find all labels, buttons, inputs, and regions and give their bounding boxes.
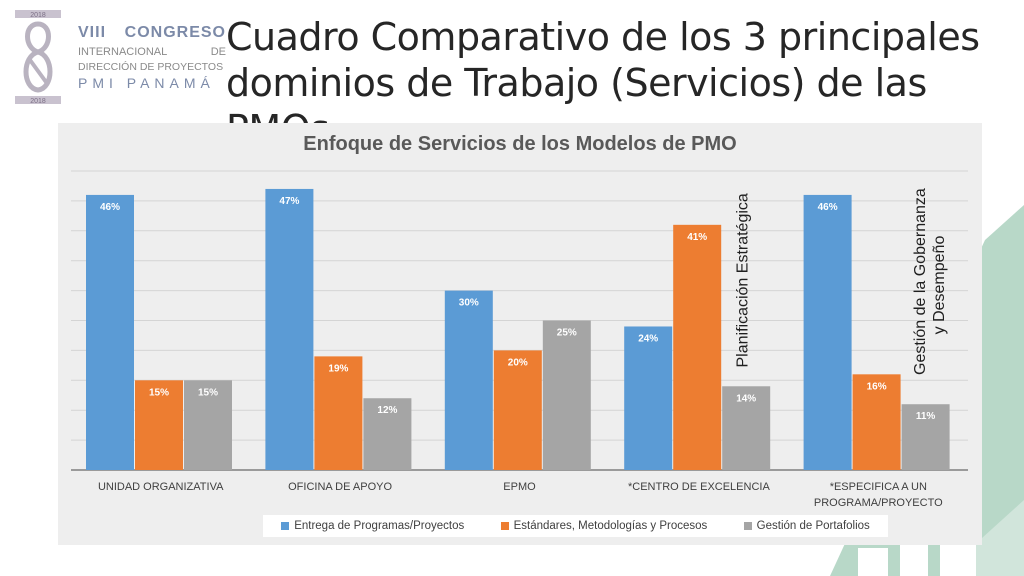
logo-internacional: INTERNACIONAL	[78, 46, 168, 58]
data-label: 15%	[149, 387, 169, 398]
category-tick-label: EPMO	[503, 481, 536, 493]
legend-swatch	[500, 522, 509, 530]
bar	[722, 386, 771, 470]
bar	[803, 194, 852, 471]
category-tick-label: PROGRAMA/PROYECTO	[814, 497, 943, 509]
logo-congreso: CONGRESO	[124, 24, 226, 41]
data-label: 11%	[916, 411, 936, 422]
data-label: 47%	[279, 196, 299, 207]
category-tick-label: *ESPECIFICA A UN	[830, 481, 927, 493]
data-label: 30%	[459, 298, 479, 309]
bar	[265, 188, 314, 470]
data-label: 41%	[687, 232, 707, 243]
logo-direccion: DIRECCIÓN DE PROYECTOS	[78, 61, 224, 73]
data-label: 16%	[867, 381, 887, 392]
logo-text: VIII CONGRESO INTERNACIONAL DE DIRECCIÓN D…	[78, 24, 226, 91]
legend-swatch	[281, 522, 290, 530]
data-label: 46%	[100, 202, 120, 213]
bar	[363, 398, 412, 470]
bar	[624, 326, 673, 470]
legend-item-entrega: Entrega de Programas/Proyectos	[281, 520, 464, 532]
logo-year-bottom: 2018	[30, 98, 46, 105]
legend-item-estandares: Estándares, Metodologías y Procesos	[500, 520, 707, 532]
bar	[493, 350, 542, 470]
chart-legend: Entrega de Programas/Proyectos Estándare…	[263, 515, 888, 537]
bar	[184, 380, 232, 470]
logo-pmi-panama: PMI PANAMÁ	[78, 75, 215, 91]
category-tick-label: OFICINA DE APOYO	[288, 481, 392, 493]
bar	[444, 290, 493, 470]
congress-logo: 2018 2018 VIII CONGRESO INTERNACIONAL DE D…	[8, 8, 228, 108]
data-label: 14%	[736, 393, 756, 404]
bar	[901, 404, 950, 470]
data-label: 25%	[557, 328, 577, 339]
bar-chart: 46% 47% 30% 24% 46% 15% 19% 20% 41% 16% 15% 12% 25% 1…	[71, 170, 968, 509]
data-label: 46%	[818, 202, 838, 213]
bar	[673, 224, 722, 470]
category-tick-label: UNIDAD ORGANIZATIVA	[98, 481, 224, 493]
annotation-planificacion: Planificación Estratégica	[734, 193, 752, 368]
bar	[86, 194, 134, 471]
logo-roman: VIII	[78, 24, 107, 41]
legend-swatch	[743, 522, 752, 530]
logo-de: DE	[210, 46, 226, 58]
bar	[314, 356, 363, 470]
data-label: 15%	[198, 387, 218, 398]
data-label: 19%	[328, 363, 348, 374]
data-label: 12%	[377, 405, 397, 416]
congress-emblem-icon: 2018 2018	[15, 10, 61, 105]
legend-item-portafolios: Gestión de Portafolios	[743, 520, 870, 532]
category-tick-label: *CENTRO DE EXCELENCIA	[628, 481, 770, 493]
chart-title: Enfoque de Servicios de los Modelos de P…	[303, 133, 737, 155]
data-label: 24%	[638, 333, 658, 344]
bar	[542, 320, 591, 470]
chart-panel: Enfoque de Servicios de los Modelos de P…	[58, 123, 982, 545]
annotation-gobernanza: Gestión de la Gobernanza y Desempeño	[912, 188, 948, 375]
page-title: Cuadro Comparativo de los 3 principales …	[226, 15, 980, 151]
logo-year-top: 2018	[30, 12, 46, 19]
bar	[852, 374, 901, 470]
data-label: 20%	[508, 357, 528, 368]
bar	[135, 380, 183, 470]
